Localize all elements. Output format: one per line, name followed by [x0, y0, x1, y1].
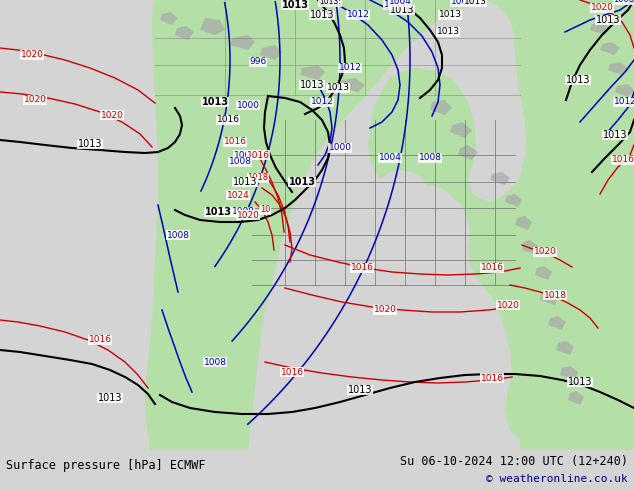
Text: 1018: 1018	[247, 173, 269, 182]
Polygon shape	[368, 170, 430, 230]
Text: 1013: 1013	[463, 0, 486, 6]
Text: 1012: 1012	[311, 98, 333, 106]
Text: 1016: 1016	[351, 264, 373, 272]
Text: 1020: 1020	[496, 300, 519, 310]
Text: 1000: 1000	[328, 144, 351, 152]
Text: 1012: 1012	[347, 10, 370, 20]
Text: 1016: 1016	[280, 368, 304, 376]
Polygon shape	[200, 18, 225, 35]
Text: 1004: 1004	[389, 0, 411, 6]
Text: 1024: 1024	[226, 191, 249, 199]
Text: 1013: 1013	[348, 385, 372, 395]
Text: 1016: 1016	[89, 336, 112, 344]
Polygon shape	[590, 22, 610, 35]
Polygon shape	[340, 78, 365, 92]
Text: 1013: 1013	[603, 130, 627, 140]
Polygon shape	[230, 35, 255, 50]
Polygon shape	[260, 45, 282, 60]
Text: 1004: 1004	[233, 150, 256, 160]
Text: 996: 996	[249, 57, 267, 67]
Text: 1016: 1016	[216, 116, 240, 124]
Text: 1013: 1013	[436, 27, 460, 36]
Polygon shape	[608, 62, 628, 75]
Text: 1013: 1013	[300, 80, 324, 90]
Text: 1013: 1013	[327, 83, 349, 93]
Polygon shape	[430, 100, 452, 115]
Text: 1008: 1008	[204, 358, 226, 367]
Text: 1008: 1008	[451, 0, 474, 6]
Polygon shape	[540, 291, 558, 305]
Text: 1013: 1013	[568, 377, 592, 387]
Polygon shape	[600, 42, 620, 55]
Polygon shape	[568, 391, 584, 405]
Polygon shape	[548, 316, 566, 330]
Text: 1013: 1013	[78, 139, 102, 149]
Text: 1018: 1018	[543, 291, 567, 299]
Text: 1020: 1020	[373, 305, 396, 315]
Text: 1013: 1013	[596, 15, 620, 25]
Text: Surface pressure [hPa] ECMWF: Surface pressure [hPa] ECMWF	[6, 459, 205, 472]
Polygon shape	[490, 172, 510, 185]
Text: 1020: 1020	[534, 247, 557, 256]
Text: 10: 10	[260, 205, 270, 215]
Polygon shape	[505, 194, 522, 207]
Text: 1013: 1013	[233, 177, 257, 187]
Polygon shape	[556, 341, 574, 355]
Polygon shape	[515, 216, 532, 230]
Text: 1020: 1020	[101, 111, 124, 120]
Text: 1016: 1016	[247, 150, 269, 160]
Text: 1012: 1012	[384, 0, 406, 9]
Text: 1013: 1013	[98, 393, 122, 403]
Text: 1013: 1013	[566, 75, 590, 85]
Text: 1008: 1008	[228, 157, 252, 167]
Text: 1016: 1016	[612, 155, 634, 165]
Text: 1013: 1013	[310, 10, 334, 20]
Polygon shape	[450, 122, 472, 138]
Text: 1016: 1016	[481, 373, 503, 383]
Text: 1016: 1016	[481, 264, 503, 272]
Text: 1013!: 1013!	[319, 0, 341, 6]
Text: 1016: 1016	[224, 138, 247, 147]
Text: 1008: 1008	[614, 0, 634, 4]
Text: 1013: 1013	[439, 10, 462, 20]
Text: 1012: 1012	[614, 98, 634, 106]
Text: 1020: 1020	[20, 50, 44, 59]
Polygon shape	[560, 366, 578, 380]
Text: 1004: 1004	[378, 153, 401, 163]
Polygon shape	[145, 0, 634, 450]
Polygon shape	[458, 145, 478, 160]
Text: 1020: 1020	[23, 96, 46, 104]
Text: 1020: 1020	[236, 211, 259, 220]
Text: 1012: 1012	[339, 64, 361, 73]
Text: 1020: 1020	[590, 3, 614, 13]
Text: Su 06-10-2024 12:00 UTC (12+240): Su 06-10-2024 12:00 UTC (12+240)	[400, 455, 628, 467]
Text: 1008: 1008	[418, 153, 441, 163]
Text: 1013: 1013	[390, 5, 414, 15]
Text: 1013: 1013	[281, 0, 309, 10]
Text: © weatheronline.co.uk: © weatheronline.co.uk	[486, 474, 628, 484]
Polygon shape	[522, 240, 538, 254]
Polygon shape	[535, 266, 552, 280]
Text: 1000: 1000	[236, 100, 259, 109]
Polygon shape	[615, 84, 634, 97]
Text: 1013: 1013	[205, 207, 231, 217]
Text: 1008: 1008	[167, 230, 190, 240]
Text: 1013: 1013	[288, 177, 316, 187]
Polygon shape	[160, 12, 178, 25]
Text: 1013: 1013	[202, 97, 228, 107]
Polygon shape	[300, 65, 325, 80]
Polygon shape	[175, 26, 194, 40]
Text: 1008: 1008	[231, 207, 254, 217]
